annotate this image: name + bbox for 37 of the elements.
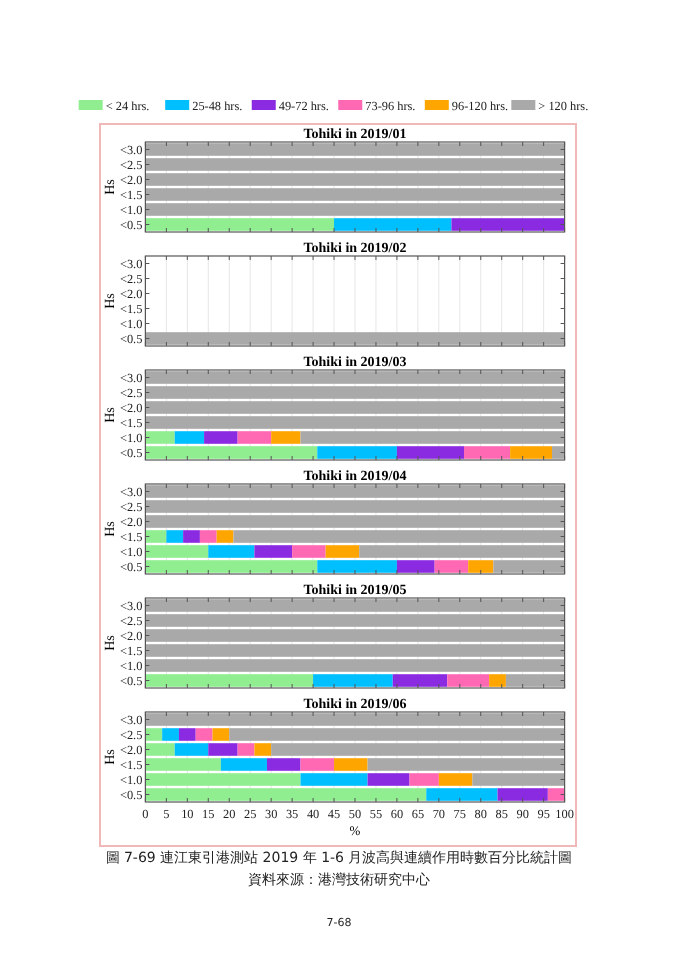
- bar: [317, 560, 397, 573]
- bar: [237, 431, 272, 444]
- bar: [438, 773, 473, 786]
- bar: [463, 446, 511, 459]
- bar: [254, 743, 272, 756]
- bar: [237, 743, 255, 756]
- bar: [195, 728, 213, 741]
- bar: [292, 545, 326, 558]
- bar: [426, 788, 498, 801]
- bar: [178, 728, 196, 741]
- bar: [266, 758, 301, 771]
- bar: [212, 728, 230, 741]
- bar: [208, 545, 255, 558]
- bar: [216, 530, 234, 543]
- bar: [468, 560, 494, 573]
- bar: [317, 446, 397, 459]
- bar: [183, 530, 200, 543]
- bar: [166, 530, 184, 543]
- bar: [434, 560, 469, 573]
- bar: [497, 788, 548, 801]
- bar: [367, 773, 410, 786]
- bar: [334, 758, 368, 771]
- bar: [510, 446, 553, 459]
- bar: [174, 431, 205, 444]
- bar: [199, 530, 217, 543]
- bar: [300, 773, 368, 786]
- bar: [325, 545, 360, 558]
- bar: [254, 545, 293, 558]
- bar: [396, 560, 435, 573]
- bar: [547, 788, 565, 801]
- bar: [208, 743, 238, 756]
- bar: [300, 758, 335, 771]
- bar: [396, 446, 464, 459]
- bar: [220, 758, 267, 771]
- bar: [271, 431, 301, 444]
- bar: [204, 431, 238, 444]
- bar: [409, 773, 439, 786]
